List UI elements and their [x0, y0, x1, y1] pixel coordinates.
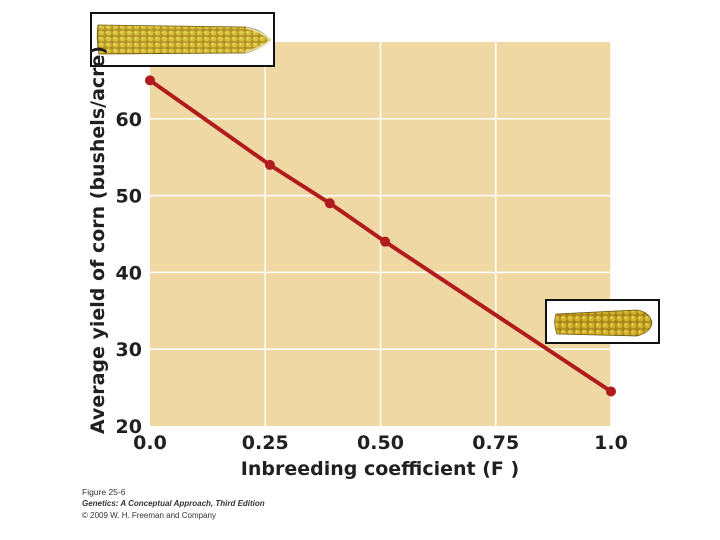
x-tick-label: 1.0 [594, 432, 628, 454]
data-point [324, 198, 335, 209]
x-tick-label: 0.50 [357, 432, 404, 454]
corn-ear-large-image [90, 12, 275, 67]
y-axis-ticks: 20 30 40 50 60 [116, 109, 142, 438]
copyright-text: © 2009 W. H. Freeman and Company [82, 511, 216, 520]
book-title: Genetics: A Conceptual Approach, Third E… [82, 499, 265, 508]
data-point [606, 386, 616, 397]
x-tick-label: 0.25 [242, 432, 289, 454]
y-tick-label: 40 [116, 262, 142, 284]
y-tick-label: 20 [116, 416, 142, 438]
y-axis-label: Average yield of corn (bushels/acre) [87, 46, 109, 434]
x-tick-label: 0.75 [472, 432, 519, 454]
x-tick-label: 0.0 [133, 432, 167, 454]
x-axis-label: Inbreeding coefficient (F ) [241, 458, 519, 480]
data-point [145, 75, 155, 86]
data-point [380, 236, 391, 247]
figure-number: Figure 25-6 [82, 487, 126, 497]
grid [150, 42, 612, 426]
y-tick-label: 30 [116, 339, 142, 361]
corn-ear-small-image [545, 299, 660, 344]
y-tick-label: 50 [116, 186, 142, 208]
series-group [145, 75, 616, 397]
y-tick-label: 60 [116, 109, 142, 131]
data-point [264, 159, 275, 170]
x-axis-ticks: 0.0 0.25 0.50 0.75 1.0 [133, 432, 628, 454]
